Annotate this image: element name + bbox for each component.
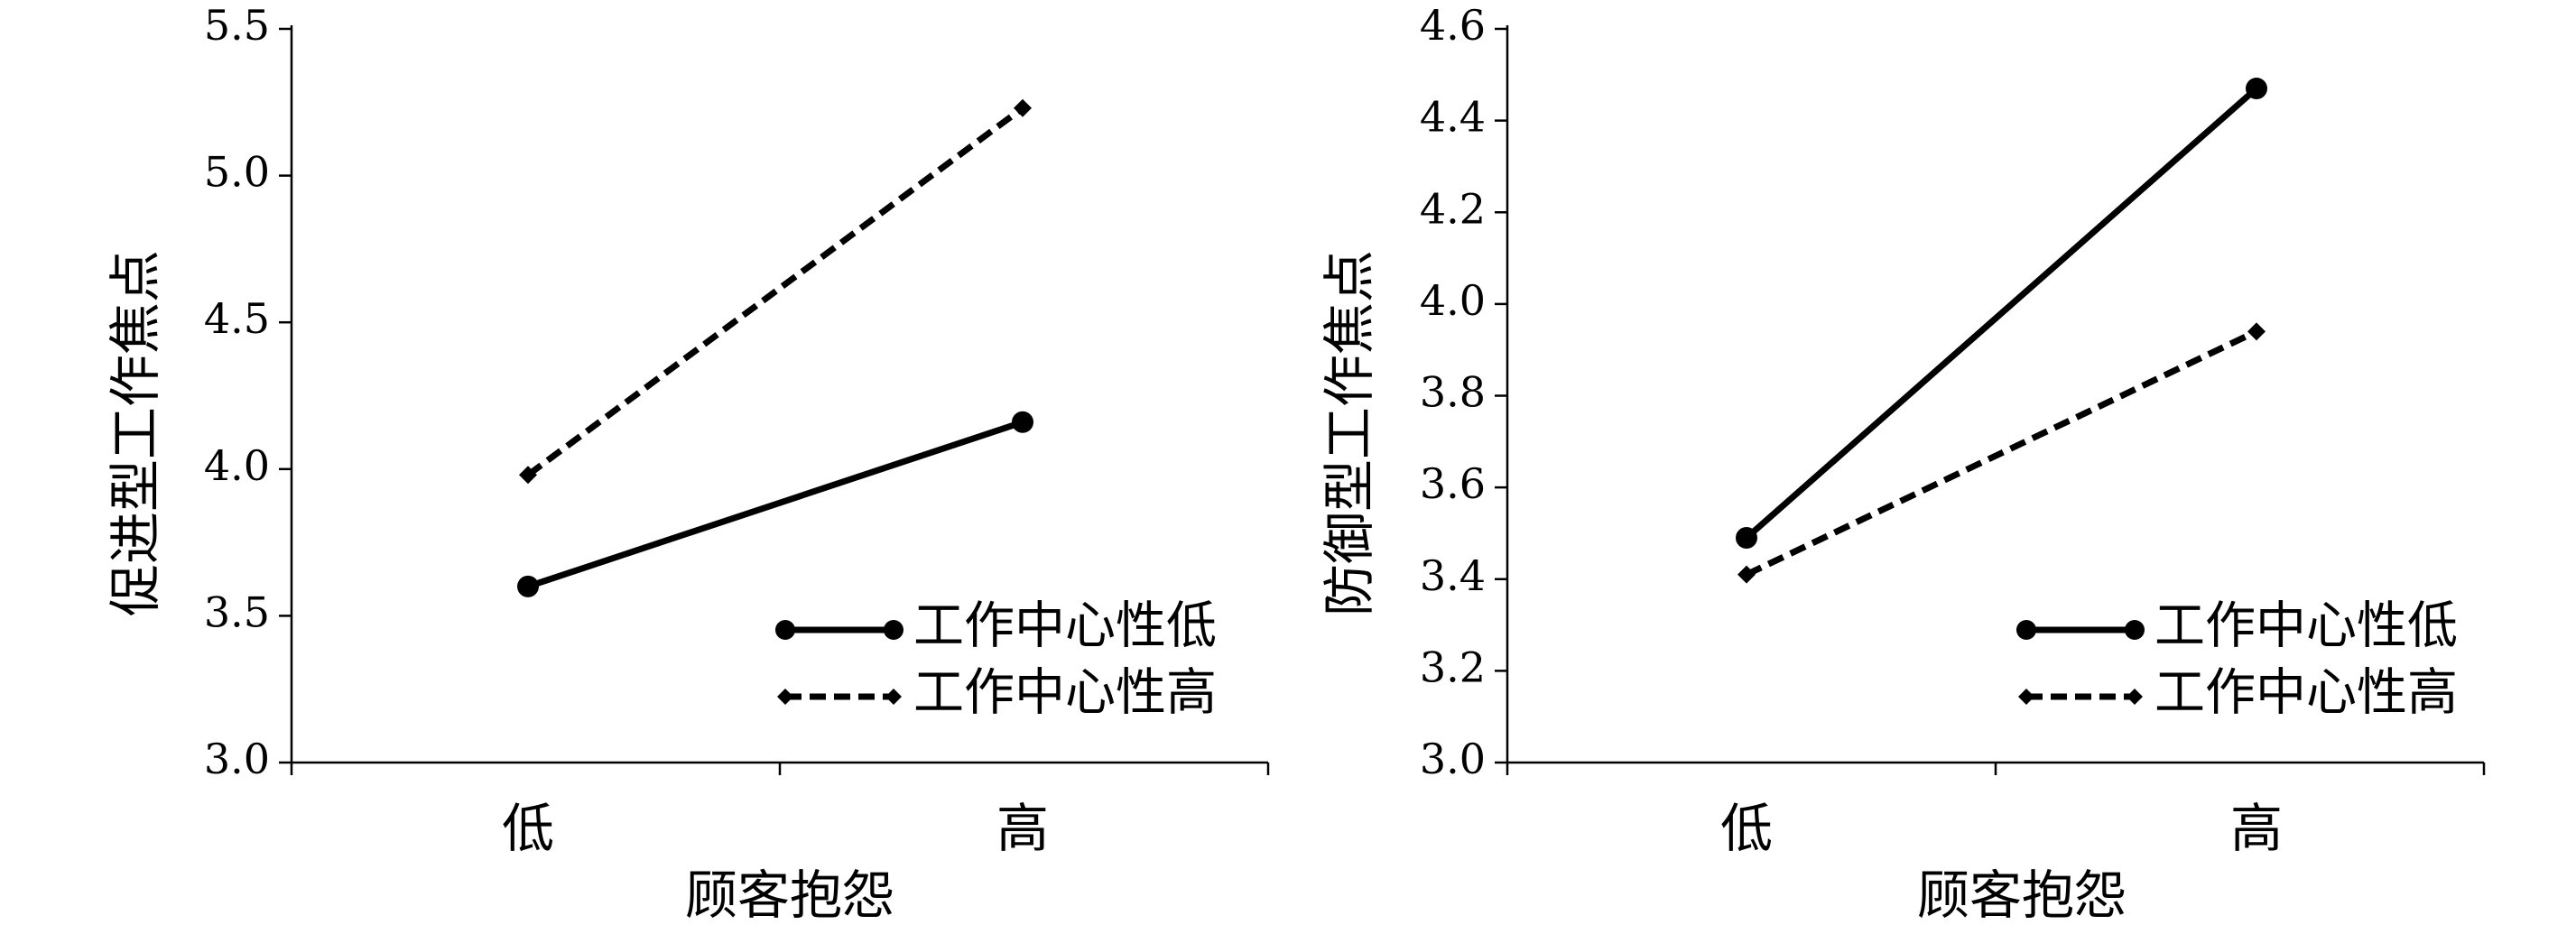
- legend-marker: [775, 620, 795, 640]
- y-tick-label: 4.0: [204, 441, 270, 490]
- series-1-point: [517, 575, 539, 597]
- y-tick-label: 3.0: [204, 735, 270, 783]
- y-axis-title: 促进型工作焦点: [105, 250, 166, 616]
- y-tick-label: 4.0: [1420, 276, 1486, 325]
- legend-marker: [2016, 620, 2036, 640]
- x-tick-label: 高: [2230, 798, 2283, 859]
- chart-panel-right: 防御型工作焦点 顾客抱怨 3.0 3.2 3.4 3.6 3.8 4.0 4.2 4.4 4.6…: [1319, 1, 2486, 926]
- series-1-point: [1736, 527, 1757, 550]
- series-2-point: [1737, 565, 1756, 584]
- y-tick-label: 4.2: [1420, 184, 1486, 233]
- x-tick-label: 低: [502, 798, 554, 859]
- y-tick-label: 3.2: [1420, 643, 1486, 691]
- x-tick-label: 低: [1720, 798, 1773, 859]
- x-axis-title: 顾客抱怨: [685, 865, 894, 926]
- y-tick-label: 3.0: [1420, 735, 1486, 783]
- y-tick-label: 3.5: [204, 587, 270, 636]
- x-axis-title: 顾客抱怨: [1917, 865, 2127, 926]
- legend-marker: [2127, 689, 2143, 705]
- legend-marker: [885, 689, 902, 705]
- legend-label: 工作中心性高: [2154, 664, 2458, 723]
- series-1-point: [1012, 411, 1033, 433]
- legend-label: 工作中心性低: [2154, 597, 2458, 656]
- x-tick-label: 高: [996, 798, 1049, 859]
- series-line-1: [526, 419, 1024, 590]
- series-2-point: [519, 466, 537, 485]
- y-tick-label: 3.8: [1420, 368, 1486, 417]
- series-line-2: [1745, 328, 2258, 578]
- legend-marker: [2018, 689, 2034, 705]
- y-tick-label: 4.5: [204, 294, 270, 343]
- y-tick-label: 3.6: [1420, 459, 1486, 508]
- y-tick-label: 5.5: [204, 1, 270, 50]
- y-tick-label: 3.4: [1420, 551, 1486, 600]
- y-tick-label: 4.6: [1420, 1, 1486, 50]
- y-tick-label: 5.0: [204, 148, 270, 197]
- legend-marker: [884, 620, 903, 640]
- series-line-2: [525, 105, 1025, 478]
- series-1-point: [2246, 78, 2267, 100]
- chart-panel-left: 促进型工作焦点 顾客抱怨 3.0 3.5 4.0 4.5 5.0 5.5 低 高 工作中心性低工…: [105, 1, 1270, 926]
- legend-label: 工作中心性高: [913, 664, 1217, 723]
- legend-marker: [777, 689, 793, 705]
- legend-marker: [2125, 620, 2145, 640]
- y-tick-label: 4.4: [1420, 93, 1486, 142]
- series-2-point: [1014, 98, 1032, 117]
- series-2-point: [2247, 322, 2266, 341]
- y-axis-title: 防御型工作焦点: [1319, 250, 1380, 616]
- series-line-1: [1744, 86, 2259, 541]
- legend-label: 工作中心性低: [913, 597, 1217, 656]
